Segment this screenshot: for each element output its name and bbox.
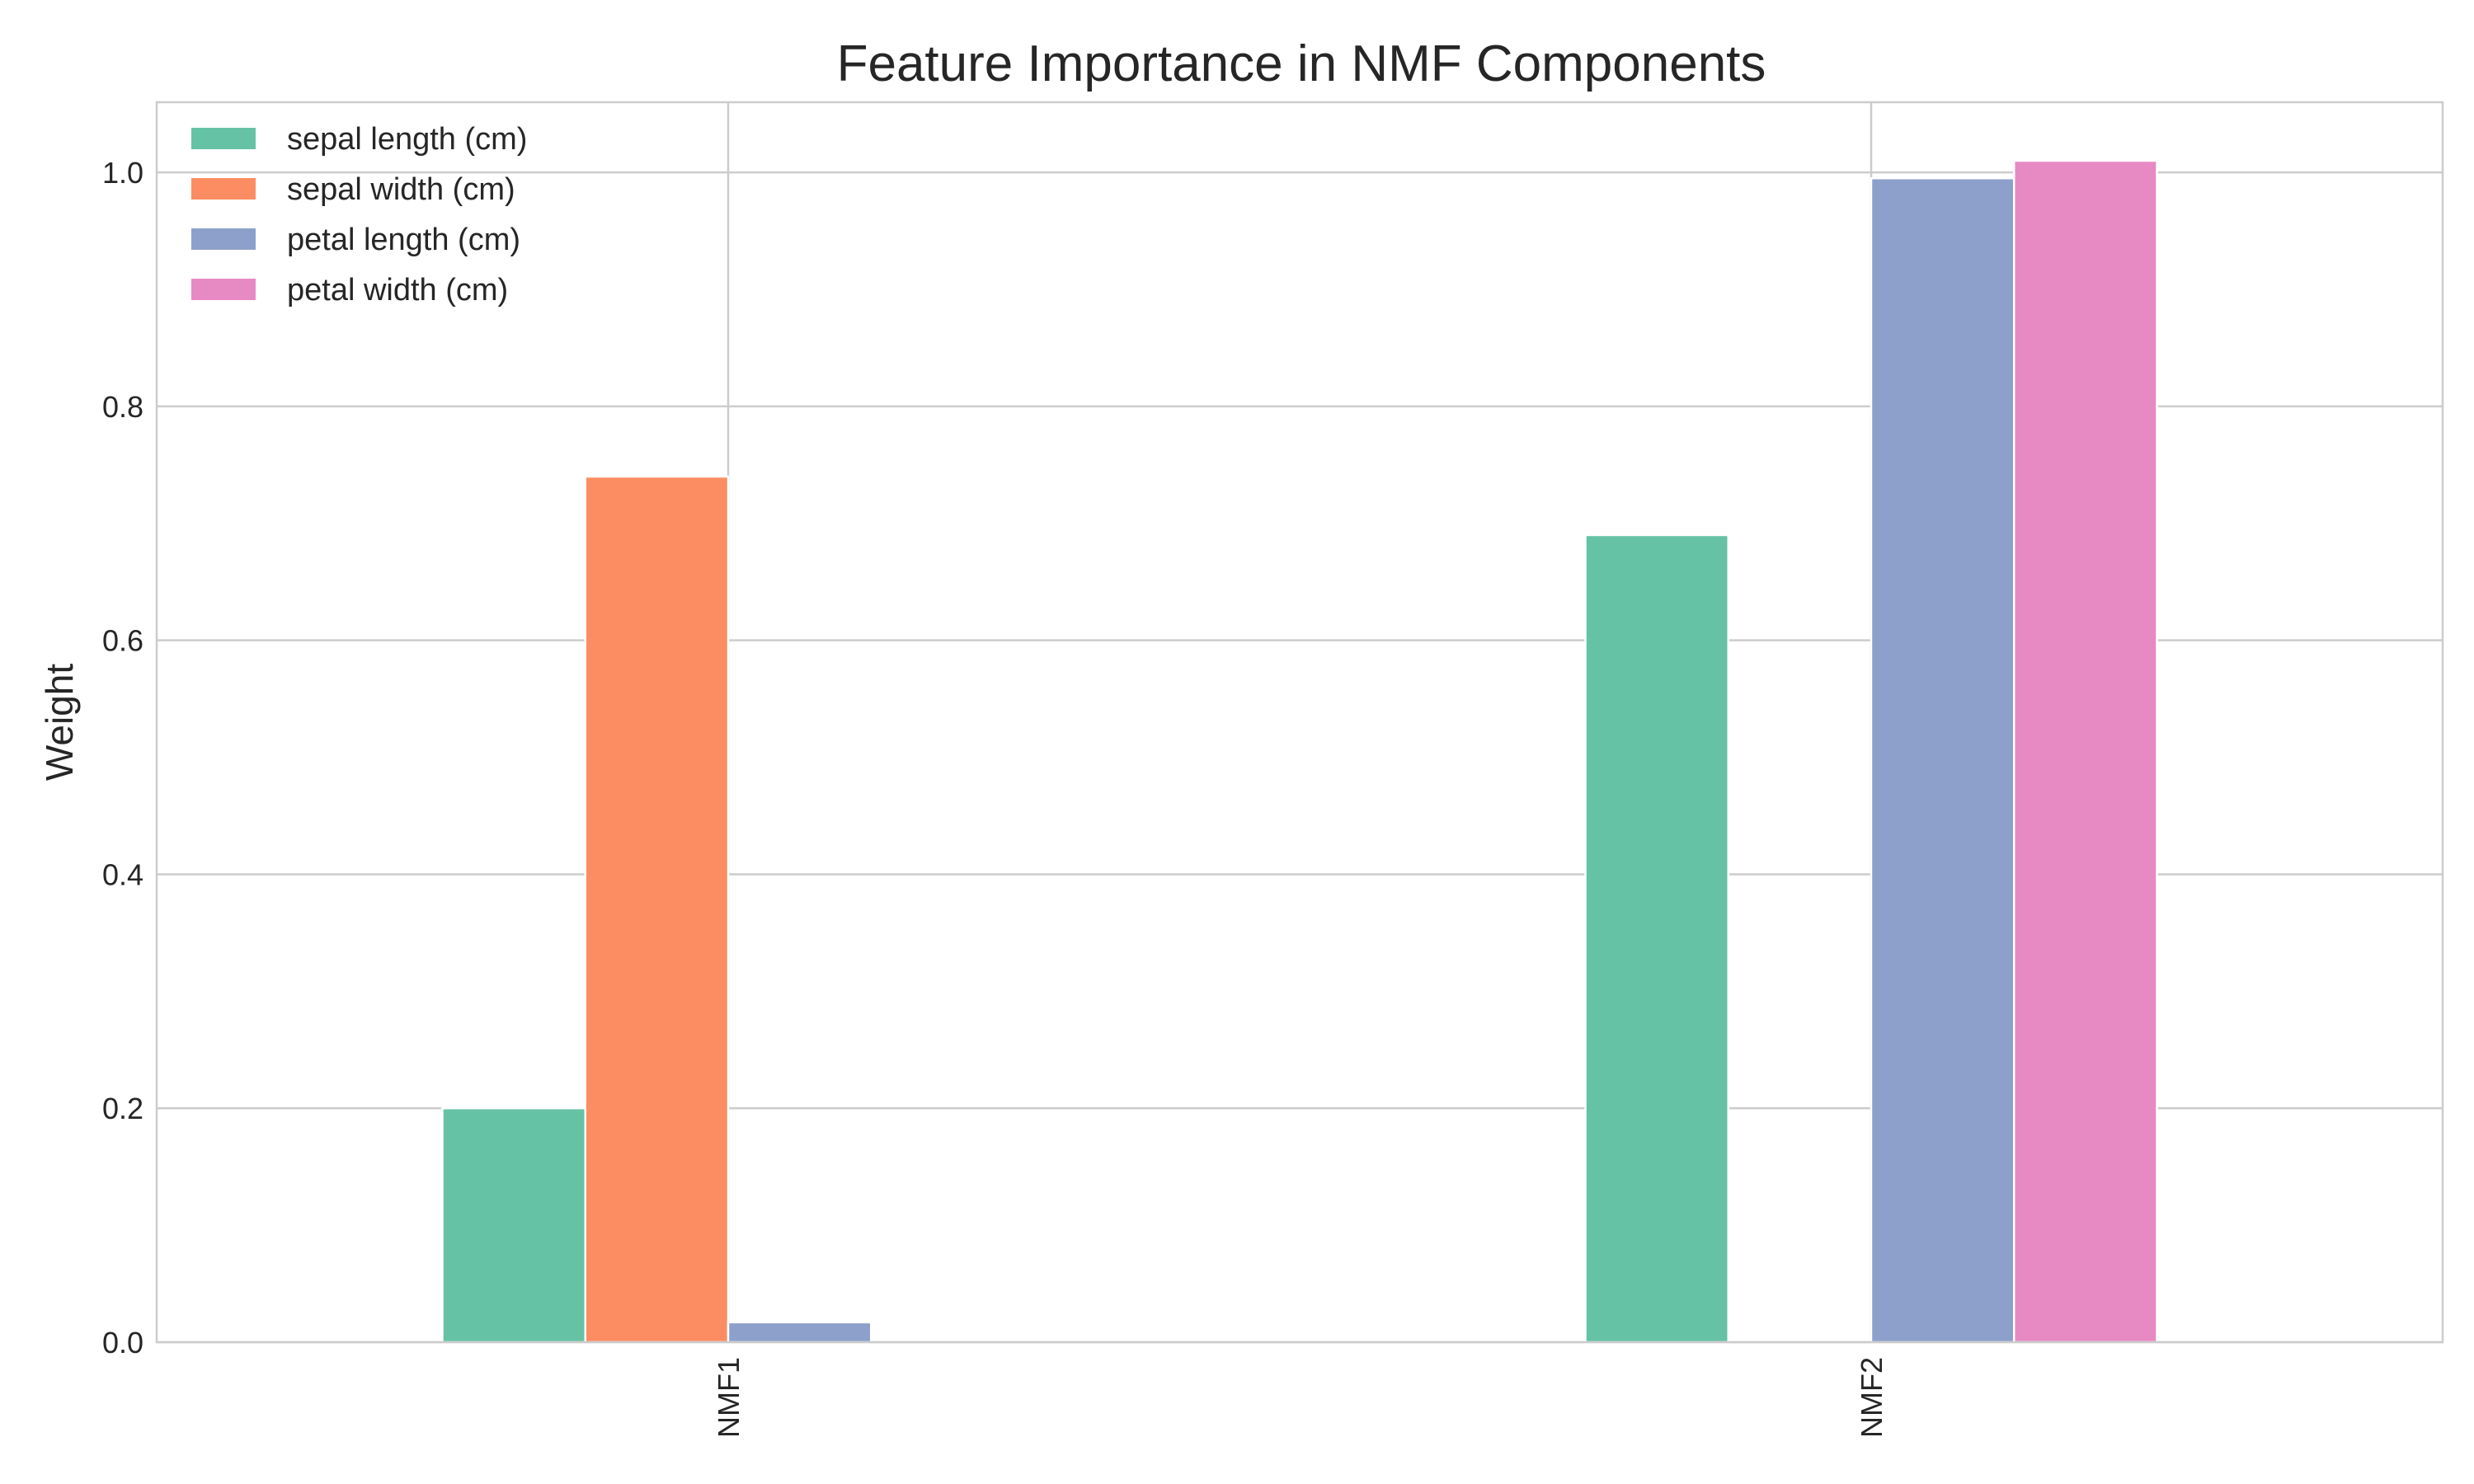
legend-label-0: sepal length (cm) — [287, 122, 527, 157]
series-3 — [2013, 159, 2158, 1344]
series-0 — [441, 533, 1729, 1344]
legend-swatch-1 — [191, 178, 256, 200]
x-axis-ticks: NMF1 NMF2 — [712, 1357, 1888, 1438]
legend-swatch-0 — [191, 128, 256, 149]
legend-swatch-3 — [191, 279, 256, 300]
legend-swatch-2 — [191, 228, 256, 250]
y-axis-ticks: 0.0 0.2 0.4 0.6 0.8 1.0 — [102, 156, 143, 1360]
legend-item-0: sepal length (cm) — [191, 122, 527, 157]
y-axis-label: Weight — [38, 664, 81, 782]
y-tick-label-5: 1.0 — [102, 156, 143, 190]
legend: sepal length (cm) sepal width (cm) petal l… — [191, 122, 527, 308]
legend-label-2: petal length (cm) — [287, 223, 520, 257]
y-tick-label-0: 0.0 — [102, 1326, 143, 1360]
x-tick-label-NMF2: NMF2 — [1855, 1357, 1888, 1438]
plot-frame — [155, 101, 2444, 1344]
y-tick-label-4: 0.8 — [102, 390, 143, 424]
legend-item-3: petal width (cm) — [191, 273, 508, 308]
legend-item-2: petal length (cm) — [191, 223, 520, 257]
bar-series — [441, 159, 2158, 1344]
y-tick-label-3: 0.6 — [102, 624, 143, 658]
series-1 — [584, 475, 730, 1344]
bar-series2-NMF1 — [727, 1321, 872, 1344]
x-tick-label-NMF1: NMF1 — [712, 1357, 745, 1438]
bar-series3-NMF2 — [2013, 159, 2158, 1344]
bar-series0-NMF2 — [1584, 533, 1729, 1344]
chart-title: Feature Importance in NMF Components — [837, 35, 1766, 92]
bar-series1-NMF1 — [584, 475, 730, 1344]
bar-series0-NMF1 — [441, 1106, 586, 1344]
series-2 — [727, 176, 2015, 1344]
legend-label-1: sepal width (cm) — [287, 172, 515, 207]
y-tick-label-2: 0.4 — [102, 857, 143, 891]
legend-label-3: petal width (cm) — [287, 273, 508, 308]
y-tick-label-1: 0.2 — [102, 1092, 143, 1125]
bar-series2-NMF2 — [1870, 176, 2015, 1344]
legend-item-1: sepal width (cm) — [191, 172, 515, 207]
